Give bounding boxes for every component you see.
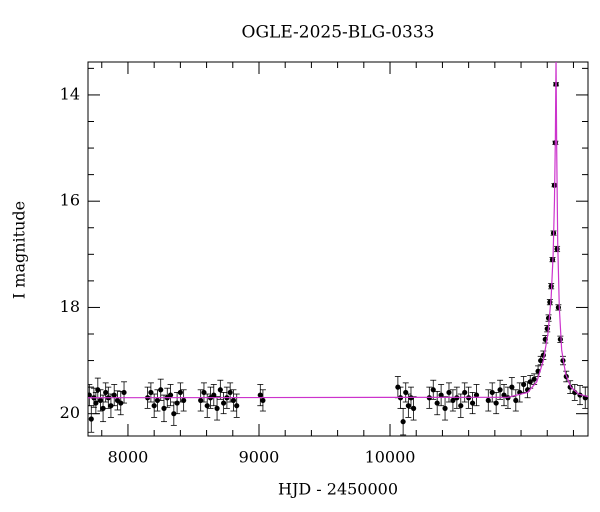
data-point	[154, 397, 161, 404]
y-tick-label: 14	[60, 84, 80, 103]
plot-frame	[87, 61, 589, 437]
data-point	[221, 400, 227, 406]
data-point	[111, 392, 117, 398]
data-point	[158, 387, 164, 393]
data-point	[405, 403, 411, 409]
data-point	[214, 405, 220, 411]
data-point	[171, 411, 177, 417]
data-point	[497, 387, 503, 393]
data-point	[493, 400, 499, 406]
data-point	[118, 400, 124, 406]
data-point	[217, 387, 223, 393]
data-point	[100, 405, 106, 411]
x-tick-label: 10000	[365, 448, 416, 467]
data-point	[121, 389, 127, 396]
data-point	[531, 376, 537, 382]
data-point	[260, 397, 266, 404]
data-point	[473, 392, 480, 398]
data-point	[458, 403, 464, 409]
data-point	[97, 397, 104, 404]
data-point	[555, 304, 561, 311]
data-point	[88, 416, 94, 422]
data-point	[177, 389, 183, 396]
data-point	[151, 403, 157, 409]
data-point	[161, 405, 167, 411]
data-point	[450, 397, 456, 404]
data-point	[234, 403, 240, 409]
plot-area	[88, 62, 588, 436]
data-point	[204, 403, 210, 409]
data-point	[257, 392, 263, 398]
model-curve	[88, 62, 588, 399]
x-tick-label: 9000	[239, 448, 280, 467]
data-point	[442, 405, 448, 411]
y-tick-label: 16	[60, 191, 80, 210]
data-point	[469, 400, 476, 406]
data-point	[103, 389, 109, 396]
data-point	[174, 400, 180, 406]
y-tick-label: 18	[60, 297, 80, 316]
data-point	[108, 403, 114, 409]
data-point	[462, 389, 468, 396]
data-point	[411, 405, 417, 411]
data-point	[167, 392, 174, 398]
chart-title: OGLE-2025-BLG-0333	[242, 23, 435, 43]
y-axis-label: I magnitude	[10, 201, 29, 299]
data-point	[400, 419, 406, 425]
data-point	[501, 392, 507, 398]
data-point	[181, 397, 187, 404]
data-point	[509, 384, 515, 390]
x-axis-label: HJD - 2450000	[278, 480, 398, 499]
data-point	[446, 389, 452, 396]
data-point	[489, 389, 495, 396]
data-point	[88, 392, 92, 398]
data-point	[554, 246, 560, 252]
data-point	[527, 379, 533, 385]
data-point	[230, 397, 237, 404]
y-tick-label: 20	[60, 403, 80, 422]
x-tick-label: 8000	[108, 448, 149, 467]
data-point	[227, 389, 233, 396]
data-point	[521, 381, 527, 388]
data-point	[434, 400, 440, 406]
data-point	[557, 336, 563, 342]
data-point	[547, 299, 553, 305]
